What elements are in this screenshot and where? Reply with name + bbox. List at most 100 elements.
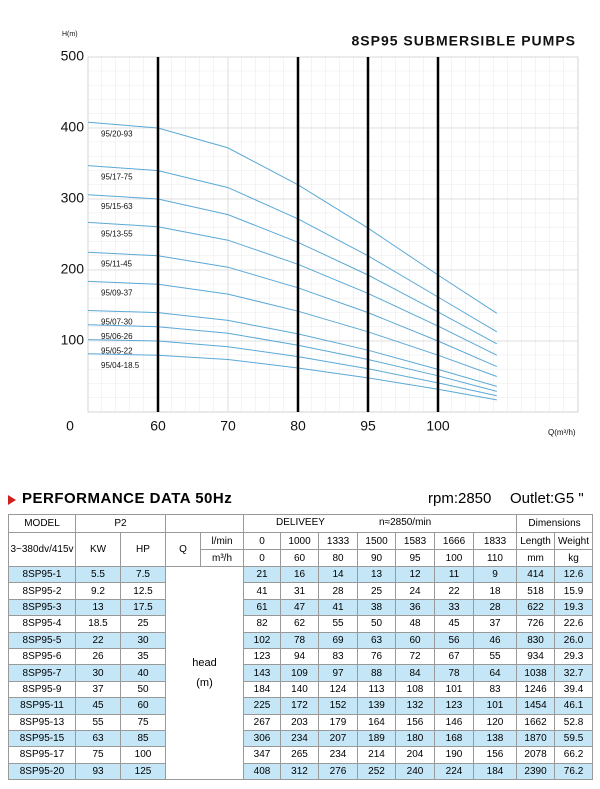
data-cell: 1454 bbox=[516, 697, 556, 715]
curve-label: 95/04-18.5 bbox=[101, 361, 140, 370]
model-cell: 8SP95-9 bbox=[8, 680, 76, 699]
table-row: 8SP95-7 30 40 143 109 97 88 84 78 64 1038 32.7 bbox=[8, 664, 594, 682]
data-cell: 25 bbox=[119, 615, 167, 633]
head-label: head bbox=[192, 657, 217, 670]
model-cell: 8SP95-6 bbox=[8, 647, 76, 666]
chart-title: 8SP95 SUBMERSIBLE PUMPS bbox=[352, 33, 577, 49]
data-cell: 120 bbox=[473, 713, 518, 731]
data-cell: 168 bbox=[434, 729, 475, 748]
header-cell: 90 bbox=[357, 549, 397, 567]
data-cell: 265 bbox=[280, 746, 320, 764]
data-cell: 38 bbox=[357, 598, 397, 617]
table-row: 8SP95-5 22 30 102 78 69 63 60 56 46 830 26.0 bbox=[8, 631, 594, 649]
model-cell: 8SP95-15 bbox=[8, 729, 76, 748]
data-cell: 2390 bbox=[516, 762, 556, 781]
data-cell: 75 bbox=[119, 713, 167, 731]
data-cell: 82 bbox=[243, 615, 282, 633]
data-cell: 123 bbox=[434, 697, 475, 715]
header-cell: Dimensions bbox=[516, 514, 594, 533]
data-cell: 62 bbox=[280, 615, 320, 633]
data-cell: 12.5 bbox=[119, 582, 167, 600]
curve-label: 95/11-45 bbox=[101, 259, 133, 268]
y-tick-label: 400 bbox=[61, 119, 85, 135]
rpm: rpm:2850 bbox=[428, 490, 492, 507]
data-cell: 40 bbox=[119, 664, 167, 682]
data-cell: 179 bbox=[318, 713, 359, 731]
header-cell: KW bbox=[75, 532, 121, 567]
data-cell: 83 bbox=[318, 647, 359, 666]
data-cell: 46.1 bbox=[554, 697, 594, 715]
data-cell: 172 bbox=[280, 697, 320, 715]
data-cell: 214 bbox=[357, 746, 397, 764]
table-row: 8SP95-17 75 100 347 265 234 214 204 190 156 2078 66… bbox=[8, 746, 594, 764]
data-cell: 7.5 bbox=[119, 565, 167, 584]
data-cell: 22 bbox=[434, 582, 475, 600]
data-cell: 66.2 bbox=[554, 746, 594, 764]
y-tick-label: 500 bbox=[61, 48, 85, 64]
data-cell: 25 bbox=[357, 582, 397, 600]
data-cell: 184 bbox=[243, 680, 282, 699]
data-cell: 15.9 bbox=[554, 582, 594, 600]
data-cell: 19.3 bbox=[554, 598, 594, 617]
data-cell: 52.8 bbox=[554, 713, 594, 731]
table-row: 8SP95-9 37 50 184 140 124 113 108 101 83 1246 39.4 bbox=[8, 680, 594, 699]
data-cell: 21 bbox=[243, 565, 282, 584]
data-cell: 1870 bbox=[516, 729, 556, 748]
y-axis-label: H(m) bbox=[62, 31, 78, 38]
header-cell: Length bbox=[516, 532, 556, 550]
y-tick-label: 200 bbox=[61, 261, 85, 277]
header-cell: MODEL bbox=[8, 514, 76, 533]
table-row: 8SP95-13 55 75 267 203 179 164 156 146 120 1662 52.… bbox=[8, 713, 594, 731]
data-cell: 139 bbox=[357, 697, 397, 715]
data-cell: 100 bbox=[119, 746, 167, 764]
outlet: Outlet:G5 " bbox=[510, 490, 584, 507]
data-cell: 102 bbox=[243, 631, 282, 649]
data-cell: 267 bbox=[243, 713, 282, 731]
curve-label: 95/09-37 bbox=[101, 288, 133, 297]
header-cell: m³/h bbox=[200, 549, 245, 567]
data-cell: 240 bbox=[395, 762, 436, 781]
data-cell: 83 bbox=[473, 680, 518, 699]
data-cell: 78 bbox=[280, 631, 320, 649]
data-cell: 830 bbox=[516, 631, 556, 649]
data-cell: 18.5 bbox=[75, 615, 121, 633]
head-cell: head (m) bbox=[165, 565, 245, 781]
data-cell: 36 bbox=[395, 598, 436, 617]
data-cell: 180 bbox=[395, 729, 436, 748]
header-cell: 3~380dv/415v bbox=[8, 532, 76, 567]
header-cell: 1833 bbox=[473, 532, 518, 550]
data-cell: 28 bbox=[473, 598, 518, 617]
data-cell: 5.5 bbox=[75, 565, 121, 584]
table-row: 8SP95-1 5.5 7.5 head (m) 21 16 14 13 12 11 9 414 12.6 bbox=[8, 565, 594, 781]
curve-label: 95/05-22 bbox=[101, 347, 133, 356]
header-cell: 0 bbox=[243, 549, 282, 567]
data-cell: 306 bbox=[243, 729, 282, 748]
data-cell: 12.6 bbox=[554, 565, 594, 584]
data-cell: 59.5 bbox=[554, 729, 594, 748]
header-cell: mm bbox=[516, 549, 556, 567]
data-cell: 1246 bbox=[516, 680, 556, 699]
header-cell: 60 bbox=[280, 549, 320, 567]
data-cell: 55 bbox=[75, 713, 121, 731]
model-cell: 8SP95-17 bbox=[8, 746, 76, 764]
curve-label: 95/17-75 bbox=[101, 173, 133, 182]
header-cell: Q bbox=[165, 532, 202, 567]
data-cell: 123 bbox=[243, 647, 282, 666]
header-cell: 0 bbox=[243, 532, 282, 550]
data-cell: 64 bbox=[473, 664, 518, 682]
header-cell: DELIVEEY n≈2850/min bbox=[243, 514, 518, 533]
bullet bbox=[8, 495, 16, 505]
data-cell: 184 bbox=[473, 762, 518, 781]
delivery-label: DELIVEEY bbox=[276, 517, 325, 528]
data-cell: 50 bbox=[357, 615, 397, 633]
data-cell: 204 bbox=[395, 746, 436, 764]
table-row: 8SP95-15 63 85 306 234 207 189 180 168 138 1870 59.… bbox=[8, 729, 594, 748]
header-cell: 110 bbox=[473, 549, 518, 567]
data-cell: 85 bbox=[119, 729, 167, 748]
x-axis-label: Q(m³/h) bbox=[548, 428, 576, 437]
header-cell: l/min bbox=[200, 532, 245, 550]
data-cell: 109 bbox=[280, 664, 320, 682]
data-cell: 140 bbox=[280, 680, 320, 699]
y-tick-label: 300 bbox=[61, 190, 85, 206]
data-cell: 138 bbox=[473, 729, 518, 748]
